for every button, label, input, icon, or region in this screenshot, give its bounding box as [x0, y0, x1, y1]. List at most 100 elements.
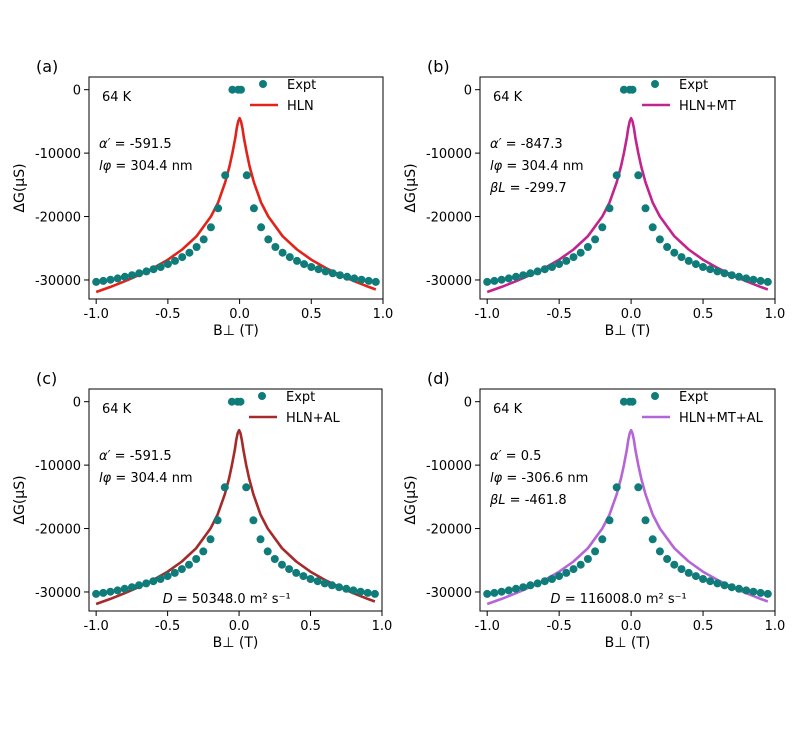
- expt-point: [156, 263, 165, 271]
- expt-point: [106, 587, 115, 596]
- expt-point: [605, 516, 614, 525]
- expt-point: [285, 253, 294, 262]
- parameter-symbol: α′: [99, 137, 111, 152]
- expt-point: [163, 572, 172, 581]
- y-tick-label: -30000: [426, 586, 472, 601]
- x-tick-label: 0.0: [621, 619, 642, 634]
- expt-point: [591, 235, 600, 244]
- expt-point: [497, 275, 506, 284]
- axes-frame: [479, 388, 776, 612]
- expt-point: [128, 271, 136, 280]
- expt-point: [306, 575, 315, 583]
- parameter-value: = 0.5: [502, 449, 542, 464]
- expt-point: [237, 85, 245, 94]
- expt-point: [278, 560, 286, 569]
- expt-point: [220, 483, 229, 492]
- parameter-value: = -461.8: [506, 493, 567, 508]
- expt-point: [684, 256, 693, 265]
- expt-point: [199, 547, 208, 556]
- expt-point: [699, 263, 707, 271]
- legend-expt-marker: [258, 392, 266, 400]
- expt-point: [135, 581, 143, 590]
- expt-point: [526, 269, 535, 278]
- expt-point: [185, 248, 194, 257]
- chart-panel: (b) -1.0 -0.5 0.0 0.5 1.0 0 -10000 -20000 -30000 B…: [403, 57, 785, 339]
- x-tick-label: 0.5: [693, 307, 714, 322]
- x-tick-label: 1.0: [765, 619, 786, 634]
- expt-point: [526, 581, 535, 590]
- expt-point: [285, 565, 294, 574]
- expt-point: [257, 223, 266, 232]
- temperature-label: 64 K: [493, 402, 523, 417]
- x-tick-label: -1.0: [83, 619, 108, 634]
- expt-point: [749, 587, 758, 596]
- y-tick-label: -10000: [426, 147, 472, 162]
- expt-point: [206, 223, 215, 232]
- legend-fit-label: HLN+AL: [286, 411, 341, 426]
- diffusion-label: D = 50348.0 m² s⁻¹: [163, 592, 291, 607]
- y-tick-label: 0: [464, 84, 472, 99]
- expt-point: [149, 577, 158, 586]
- legend-fit-label: HLN+MT: [679, 99, 736, 114]
- expt-point: [92, 277, 101, 286]
- panel-label: (a): [36, 57, 58, 76]
- expt-point: [170, 568, 179, 577]
- expt-point: [349, 586, 358, 595]
- x-tick-label: 0.0: [229, 307, 250, 322]
- expt-point: [663, 243, 672, 251]
- x-axis-label: B⊥ (T): [605, 635, 651, 651]
- x-axis-label: B⊥ (T): [605, 323, 651, 339]
- y-tick-label: -20000: [35, 523, 81, 538]
- expt-point: [357, 275, 366, 284]
- parameter-value: = -299.7: [506, 181, 567, 196]
- legend-fit-label: HLN: [287, 99, 314, 114]
- expt-point: [120, 584, 129, 593]
- expt-point: [206, 535, 215, 544]
- expt-point: [634, 483, 643, 492]
- expt-point: [742, 274, 751, 283]
- chart-panel: (d) -1.0 -0.5 0.0 0.5 1.0 0 -10000 -20000 -30000 B…: [403, 369, 785, 651]
- x-tick-label: -0.5: [155, 307, 180, 322]
- diffusion-symbol: D: [163, 592, 173, 607]
- expt-point: [619, 397, 628, 406]
- expt-point: [192, 555, 201, 563]
- expt-point: [99, 588, 108, 597]
- y-tick-label: 0: [464, 396, 472, 411]
- expt-point: [634, 171, 643, 180]
- expt-point: [583, 243, 592, 251]
- expt-point: [106, 275, 115, 284]
- expt-point: [199, 235, 208, 244]
- parameter-value: = 304.4 nm: [111, 159, 192, 174]
- expt-point: [370, 589, 379, 598]
- expt-point: [113, 274, 122, 283]
- panel-label: (b): [427, 57, 450, 76]
- expt-point: [648, 223, 657, 232]
- parameter-value: = -306.6 nm: [502, 471, 588, 486]
- expt-point: [343, 272, 352, 281]
- x-tick-label: 0.5: [300, 619, 321, 634]
- parameter-symbol: lφ: [490, 471, 503, 486]
- expt-point: [720, 269, 729, 278]
- expt-point: [576, 560, 585, 569]
- fit-parameter: lφ = -306.6 nm: [490, 471, 588, 486]
- expt-point: [249, 516, 258, 525]
- axes-frame: [88, 388, 383, 612]
- expt-point: [163, 260, 172, 269]
- parameter-symbol: βL: [489, 181, 506, 196]
- expt-point: [706, 577, 715, 586]
- expt-point: [363, 588, 372, 597]
- parameter-symbol: lφ: [99, 471, 112, 486]
- legend-expt-label: Expt: [286, 390, 315, 405]
- temperature-label: 64 K: [102, 90, 132, 105]
- expt-point: [655, 235, 664, 244]
- y-axis-label: ΔG(μS): [403, 163, 419, 212]
- y-tick-label: -20000: [35, 211, 81, 226]
- parameter-value: = 304.4 nm: [111, 471, 192, 486]
- chart-panel: (c) -1.0 -0.5 0.0 0.5 1.0 0 -10000 -20000 -30000 B…: [12, 369, 392, 651]
- expt-point: [263, 547, 272, 556]
- expt-point: [756, 276, 765, 285]
- expt-point: [142, 267, 151, 276]
- temperature-label: 64 K: [493, 90, 523, 105]
- expt-point: [720, 581, 729, 590]
- expt-point: [256, 535, 265, 544]
